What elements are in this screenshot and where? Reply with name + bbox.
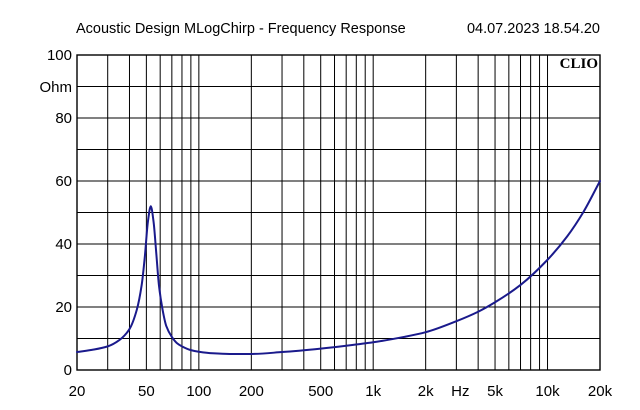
x-tick-label: 20k — [588, 383, 613, 400]
x-tick-label: 20 — [69, 383, 86, 400]
x-tick-label: 10k — [535, 383, 560, 400]
axis-labels: 20 50 100 200 500 1k 2k 5k 10k 20k Hz 0 20 40 60 80 100 O… — [39, 47, 612, 400]
y-tick-label: 20 — [55, 299, 72, 316]
chart-title: Acoustic Design MLogChirp - Frequency Re… — [76, 21, 406, 37]
grid — [77, 55, 600, 370]
y-tick-label: 60 — [55, 173, 72, 190]
x-tick-label: 2k — [418, 383, 434, 400]
x-tick-label: 50 — [138, 383, 155, 400]
x-tick-label: 200 — [239, 383, 264, 400]
x-tick-label: 500 — [308, 383, 333, 400]
clio-logo: CLIO — [560, 56, 598, 72]
y-axis-unit: Ohm — [39, 79, 72, 96]
x-axis-unit: Hz — [451, 383, 469, 400]
x-tick-label: 5k — [487, 383, 503, 400]
x-tick-label: 1k — [365, 383, 381, 400]
y-tick-label: 40 — [55, 236, 72, 253]
y-tick-label: 100 — [47, 47, 72, 64]
series-line — [76, 180, 601, 355]
x-tick-label: 100 — [186, 383, 211, 400]
plot-frame — [76, 54, 601, 371]
chart-timestamp: 04.07.2023 18.54.20 — [467, 21, 600, 37]
y-tick-label: 80 — [55, 110, 72, 127]
y-tick-label: 0 — [64, 362, 72, 379]
